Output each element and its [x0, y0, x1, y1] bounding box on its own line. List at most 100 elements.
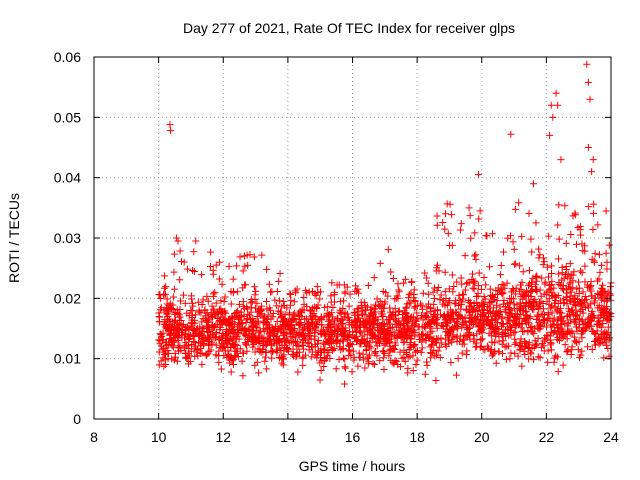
- data-point: [412, 360, 420, 368]
- data-point: [329, 346, 337, 354]
- data-point: [394, 280, 402, 288]
- data-point: [294, 368, 302, 376]
- data-point: [329, 304, 337, 312]
- data-point: [273, 302, 281, 310]
- data-point: [495, 348, 503, 356]
- chart-title: Day 277 of 2021, Rate Of TEC Index for r…: [183, 20, 515, 36]
- data-point: [585, 319, 593, 327]
- data-point: [268, 354, 276, 362]
- data-point: [554, 307, 562, 315]
- data-point: [299, 361, 307, 369]
- data-point: [516, 339, 524, 347]
- data-point: [405, 299, 413, 307]
- data-point: [573, 311, 581, 319]
- data-point: [463, 280, 471, 288]
- data-point: [356, 321, 364, 329]
- data-point: [404, 369, 412, 377]
- data-point: [410, 304, 418, 312]
- data-point: [485, 344, 493, 352]
- data-point: [321, 303, 329, 311]
- data-point: [603, 265, 611, 273]
- data-point: [335, 281, 343, 289]
- data-point: [525, 292, 533, 300]
- data-point: [391, 357, 399, 365]
- data-point: [590, 297, 598, 305]
- data-point: [279, 361, 287, 369]
- data-point: [499, 337, 507, 345]
- data-point: [463, 333, 471, 341]
- data-point: [189, 319, 197, 327]
- x-tick-label: 12: [215, 429, 231, 445]
- data-point: [239, 372, 247, 380]
- data-point: [430, 294, 438, 302]
- data-point: [176, 342, 184, 350]
- data-point: [494, 291, 502, 299]
- data-point: [499, 289, 507, 297]
- data-point: [404, 294, 412, 302]
- data-point: [178, 331, 186, 339]
- data-point: [184, 265, 192, 273]
- data-point: [164, 347, 172, 355]
- data-point: [238, 357, 246, 365]
- data-point: [561, 341, 569, 349]
- data-point: [188, 267, 196, 275]
- data-point: [173, 357, 181, 365]
- data-point: [316, 288, 324, 296]
- data-point: [502, 332, 510, 340]
- data-point: [518, 232, 526, 240]
- data-point: [304, 330, 312, 338]
- data-point: [313, 283, 321, 291]
- data-point: [448, 241, 456, 249]
- data-point: [162, 325, 170, 333]
- data-point: [591, 294, 599, 302]
- data-point: [445, 329, 453, 337]
- data-point: [425, 300, 433, 308]
- data-point: [235, 319, 243, 327]
- data-point: [232, 309, 240, 317]
- data-point: [600, 354, 608, 362]
- data-point: [469, 308, 477, 316]
- data-point: [507, 130, 515, 138]
- data-point: [249, 333, 257, 341]
- data-point: [587, 287, 595, 295]
- data-point: [583, 283, 591, 291]
- data-point: [547, 339, 555, 347]
- data-point: [433, 324, 441, 332]
- data-point: [550, 320, 558, 328]
- data-point: [500, 296, 508, 304]
- data-point: [216, 316, 224, 324]
- data-point: [467, 234, 475, 242]
- data-point: [341, 324, 349, 332]
- data-point: [169, 293, 177, 301]
- data-point: [181, 299, 189, 307]
- x-tick-label: 20: [474, 429, 490, 445]
- data-point: [593, 277, 601, 285]
- data-point: [378, 312, 386, 320]
- data-point: [407, 289, 415, 297]
- data-point: [250, 283, 258, 291]
- data-point: [370, 274, 378, 282]
- data-point: [424, 290, 432, 298]
- data-point: [516, 345, 524, 353]
- data-point: [306, 307, 314, 315]
- data-point: [333, 336, 341, 344]
- data-point: [273, 332, 281, 340]
- data-point: [190, 248, 198, 256]
- data-point: [318, 349, 326, 357]
- data-point: [267, 328, 275, 336]
- data-point: [290, 298, 298, 306]
- data-point: [343, 310, 351, 318]
- data-point: [493, 311, 501, 319]
- data-point: [183, 354, 191, 362]
- data-point: [182, 326, 190, 334]
- data-point: [239, 267, 247, 275]
- data-point: [282, 336, 290, 344]
- data-point: [453, 278, 461, 286]
- data-point: [554, 368, 562, 376]
- data-point: [372, 301, 380, 309]
- data-point: [312, 324, 320, 332]
- data-point: [405, 345, 413, 353]
- data-point: [358, 310, 366, 318]
- data-point: [407, 339, 415, 347]
- data-point: [466, 299, 474, 307]
